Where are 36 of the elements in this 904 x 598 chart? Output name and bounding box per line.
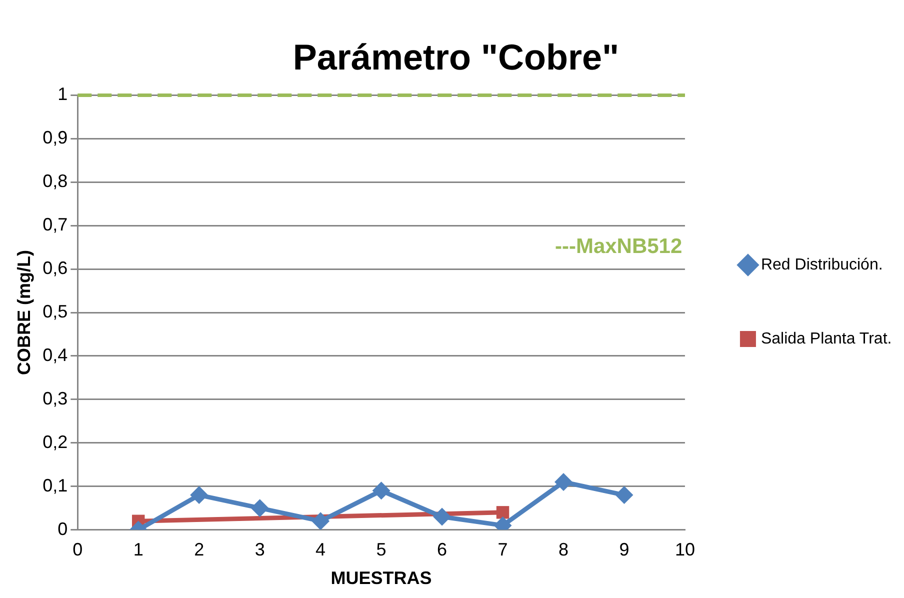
y-tick-label: 0,3 [42, 388, 68, 408]
point [615, 486, 634, 504]
x-axis-title: MUESTRAS [330, 568, 432, 588]
y-tick-label: 0,5 [42, 301, 68, 322]
y-tick-label: 0,6 [42, 258, 68, 278]
x-tick-label: 5 [376, 540, 386, 560]
x-tick-label: 6 [437, 540, 448, 560]
y-tick-label: 0,2 [42, 432, 68, 452]
x-tick-label: 9 [619, 540, 630, 560]
point [554, 472, 572, 491]
y-tick-label: 0,9 [42, 128, 68, 148]
x-tick-label: 3 [254, 540, 265, 560]
legend-label: Red Distribución. [760, 256, 883, 274]
point [433, 508, 452, 526]
point [312, 512, 330, 530]
y-tick-label: 0,1 [42, 475, 68, 496]
ref-line-label: ---MaxNB512 [554, 235, 682, 258]
y-tick-label: 0,4 [42, 344, 68, 365]
point [496, 506, 510, 519]
x-tick-label: 7 [498, 540, 508, 560]
x-tick-label: 4 [316, 540, 326, 560]
x-tick-label: 2 [194, 540, 204, 560]
x-tick-label: 8 [558, 540, 569, 560]
x-tick-label: 10 [674, 540, 695, 560]
y-axis-title: COBRE (mg/L) [14, 250, 34, 375]
point [190, 486, 208, 504]
legend-label: Salida Planta Trat. [760, 330, 892, 348]
x-tick-label: 1 [133, 540, 144, 560]
y-tick-label: 1 [58, 84, 68, 104]
x-tick-label: 0 [72, 540, 83, 560]
chart-title: Parámetro "Cobre" [292, 36, 620, 78]
y-tick-label: 0 [58, 518, 68, 539]
point [372, 482, 390, 500]
y-tick-label: 0,7 [42, 214, 68, 235]
point [250, 499, 269, 518]
y-tick-label: 0,8 [42, 171, 68, 192]
